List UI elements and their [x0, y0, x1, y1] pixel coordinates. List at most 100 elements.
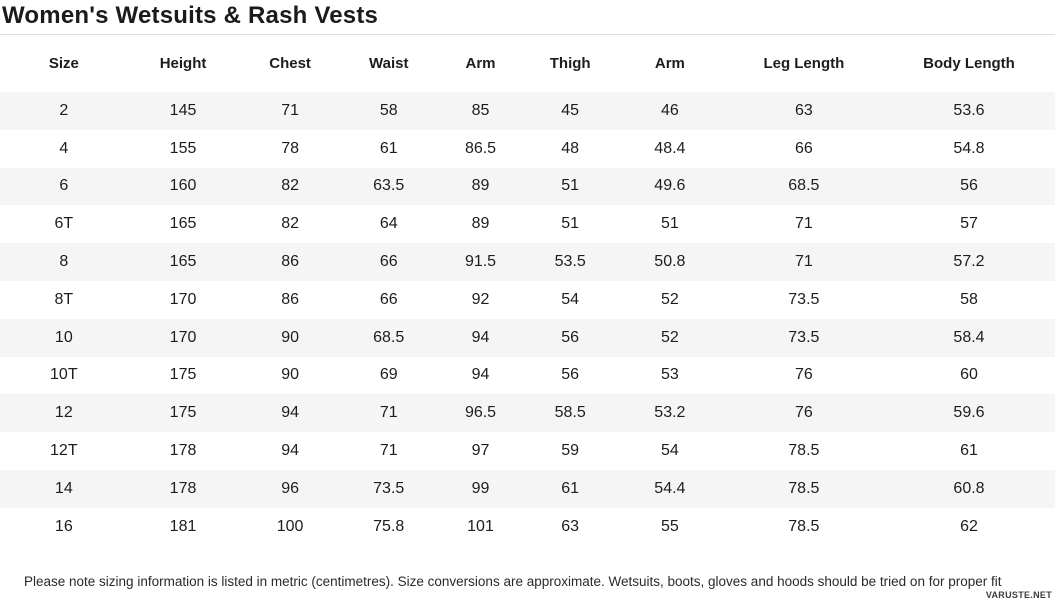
- watermark: VARUSTE.NET: [985, 590, 1052, 600]
- size-cell: 6: [59, 177, 69, 195]
- size-cell: 14: [54, 479, 73, 497]
- column-header: Arm: [654, 55, 685, 72]
- value-cell: 181: [169, 517, 197, 535]
- value-cell: 69: [379, 366, 398, 384]
- value-cell: 56: [960, 177, 978, 195]
- value-cell: 53.6: [953, 101, 985, 119]
- table-row: 12T 178 94 71 97 59 54 78.5 61: [0, 432, 1055, 470]
- value-cell: 51: [561, 215, 580, 233]
- value-cell: 61: [561, 479, 580, 497]
- value-cell: 63.5: [373, 177, 405, 195]
- value-cell: 170: [169, 290, 197, 308]
- column-header: Body Length: [923, 55, 1015, 72]
- size-cell: 10T: [50, 366, 78, 384]
- sizing-footnote: Please note sizing information is listed…: [24, 573, 1002, 589]
- size-table: Size Height Chest Waist Arm Thigh Arm Leg Lengt…: [0, 35, 1055, 546]
- title-divider: [0, 34, 1055, 35]
- value-cell: 56: [561, 366, 580, 384]
- value-cell: 145: [169, 101, 197, 119]
- value-cell: 66: [794, 139, 813, 157]
- value-cell: 60.8: [953, 479, 985, 497]
- table-row: 16 181 100 75.8 101 63 55 78.5 62: [0, 508, 1055, 546]
- value-cell: 48.4: [654, 139, 686, 157]
- value-cell: 78.5: [788, 442, 820, 460]
- value-cell: 58: [960, 290, 978, 308]
- table-row: 8T 170 86 66 92 54 52 73.5 58: [0, 281, 1055, 319]
- value-cell: 53: [660, 366, 679, 384]
- value-cell: 86.5: [464, 139, 497, 157]
- value-cell: 54: [561, 290, 580, 308]
- value-cell: 100: [276, 517, 304, 535]
- value-cell: 51: [660, 215, 679, 233]
- value-cell: 82: [281, 215, 299, 233]
- value-cell: 52: [660, 290, 679, 308]
- value-cell: 178: [169, 442, 197, 460]
- value-cell: 61: [379, 139, 398, 157]
- value-cell: 60: [960, 366, 978, 384]
- value-cell: 82: [281, 177, 299, 195]
- value-cell: 89: [471, 215, 490, 233]
- table-row: 10T 175 90 69 94 56 53 76 60: [0, 357, 1055, 395]
- table-row: 12 175 94 71 96.5 58.5 53.2 76 59.6: [0, 394, 1055, 433]
- value-cell: 71: [379, 404, 398, 422]
- page-title: Women's Wetsuits & Rash Vests: [2, 2, 379, 29]
- value-cell: 73.5: [788, 328, 820, 346]
- size-cell: 8: [59, 253, 69, 271]
- value-cell: 71: [379, 442, 398, 460]
- table-row: 10 170 90 68.5 94 56 52 73.5 58.4: [0, 318, 1055, 357]
- value-cell: 68.5: [788, 177, 820, 195]
- value-cell: 48: [561, 139, 580, 157]
- column-header: Height: [159, 55, 207, 72]
- table-row: 6 160 82 63.5 89 51 49.6 68.5 56: [0, 167, 1055, 206]
- value-cell: 50.8: [654, 253, 686, 271]
- column-header: Chest: [269, 55, 311, 72]
- value-cell: 61: [960, 442, 978, 460]
- value-cell: 97: [471, 442, 490, 460]
- value-cell: 49.6: [654, 177, 686, 195]
- value-cell: 46: [660, 101, 679, 119]
- value-cell: 62: [960, 517, 978, 535]
- value-cell: 94: [281, 404, 299, 422]
- value-cell: 73.5: [373, 479, 405, 497]
- value-cell: 75.8: [373, 517, 405, 535]
- value-cell: 76: [794, 366, 813, 384]
- value-cell: 54.4: [654, 479, 686, 497]
- value-cell: 94: [471, 366, 490, 384]
- value-cell: 53.5: [554, 253, 586, 271]
- value-cell: 54.8: [953, 139, 985, 157]
- column-header: Size: [48, 55, 79, 72]
- column-header: Thigh: [549, 55, 591, 72]
- value-cell: 58: [379, 101, 398, 119]
- value-cell: 78.5: [788, 479, 820, 497]
- value-cell: 71: [794, 215, 813, 233]
- table-header: Size Height Chest Waist Arm Thigh Arm Leg Lengt…: [0, 35, 1055, 92]
- value-cell: 66: [379, 290, 398, 308]
- value-cell: 66: [379, 253, 398, 271]
- size-cell: 8T: [54, 290, 74, 308]
- value-cell: 170: [169, 328, 197, 346]
- value-cell: 54: [660, 442, 679, 460]
- value-cell: 59: [561, 442, 580, 460]
- header-row: Size Height Chest Waist Arm Thigh Arm Leg Lengt…: [0, 35, 1055, 92]
- value-cell: 101: [467, 517, 494, 535]
- value-cell: 59.6: [953, 404, 985, 422]
- size-cell: 2: [59, 101, 69, 119]
- value-cell: 53.2: [654, 404, 686, 422]
- value-cell: 85: [471, 101, 490, 119]
- size-cell: 6T: [54, 215, 74, 233]
- value-cell: 71: [281, 101, 299, 119]
- size-cell: 4: [59, 139, 69, 157]
- column-header: Arm: [465, 55, 496, 72]
- value-cell: 94: [471, 328, 490, 346]
- value-cell: 175: [169, 404, 197, 422]
- value-cell: 58.4: [953, 328, 985, 346]
- value-cell: 99: [471, 479, 490, 497]
- value-cell: 94: [281, 442, 299, 460]
- value-cell: 96: [281, 479, 299, 497]
- value-cell: 155: [169, 139, 197, 157]
- value-cell: 76: [794, 404, 813, 422]
- column-header: Waist: [369, 55, 409, 72]
- value-cell: 68.5: [373, 328, 405, 346]
- value-cell: 51: [561, 177, 580, 195]
